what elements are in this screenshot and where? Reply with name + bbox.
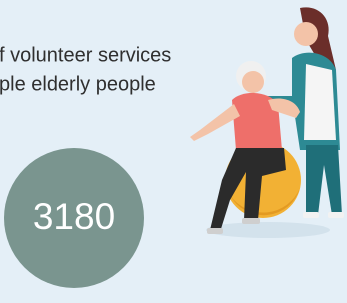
caregiver-apron bbox=[304, 64, 336, 140]
caregiver-head bbox=[294, 22, 318, 46]
caption-line: ple elderly people bbox=[0, 73, 156, 95]
elder-head bbox=[242, 71, 264, 93]
caption-line: f volunteer services bbox=[0, 44, 171, 66]
shoe bbox=[303, 212, 319, 218]
stat-value: 3180 bbox=[33, 196, 115, 237]
shoe bbox=[328, 212, 344, 218]
shoe bbox=[242, 218, 260, 224]
shadow bbox=[206, 222, 330, 238]
infographic: f volunteer services ple elderly people … bbox=[0, 0, 347, 303]
page: {"text": {"line1": "f volunteer services… bbox=[0, 0, 347, 303]
shoe bbox=[207, 228, 223, 234]
